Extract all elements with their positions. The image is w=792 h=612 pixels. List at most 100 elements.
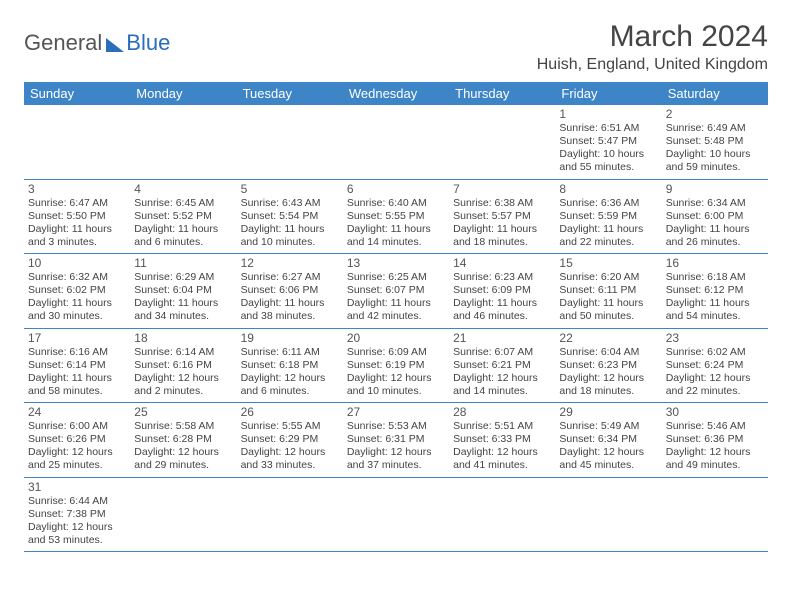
day-number: 16 bbox=[666, 256, 764, 270]
calendar-cell: 18Sunrise: 6:14 AMSunset: 6:16 PMDayligh… bbox=[130, 328, 236, 403]
weekday-header: Wednesday bbox=[343, 82, 449, 105]
daylight-line: Daylight: 10 hours and 59 minutes. bbox=[666, 148, 764, 174]
day-number: 26 bbox=[241, 405, 339, 419]
sunrise-line: Sunrise: 6:45 AM bbox=[134, 197, 232, 210]
day-number: 28 bbox=[453, 405, 551, 419]
sunrise-line: Sunrise: 6:51 AM bbox=[559, 122, 657, 135]
sunset-line: Sunset: 6:02 PM bbox=[28, 284, 126, 297]
sunset-line: Sunset: 6:16 PM bbox=[134, 359, 232, 372]
calendar-cell: 21Sunrise: 6:07 AMSunset: 6:21 PMDayligh… bbox=[449, 328, 555, 403]
day-number: 1 bbox=[559, 107, 657, 121]
day-number: 19 bbox=[241, 331, 339, 345]
sunset-line: Sunset: 5:54 PM bbox=[241, 210, 339, 223]
sunset-line: Sunset: 6:33 PM bbox=[453, 433, 551, 446]
daylight-line: Daylight: 11 hours and 26 minutes. bbox=[666, 223, 764, 249]
calendar-cell bbox=[449, 105, 555, 179]
sunset-line: Sunset: 6:24 PM bbox=[666, 359, 764, 372]
sunrise-line: Sunrise: 6:02 AM bbox=[666, 346, 764, 359]
sunrise-line: Sunrise: 6:40 AM bbox=[347, 197, 445, 210]
calendar-row: 3Sunrise: 6:47 AMSunset: 5:50 PMDaylight… bbox=[24, 179, 768, 254]
sunrise-line: Sunrise: 6:09 AM bbox=[347, 346, 445, 359]
sunrise-line: Sunrise: 6:07 AM bbox=[453, 346, 551, 359]
daylight-line: Daylight: 12 hours and 45 minutes. bbox=[559, 446, 657, 472]
sunrise-line: Sunrise: 6:23 AM bbox=[453, 271, 551, 284]
day-number: 31 bbox=[28, 480, 126, 494]
location: Huish, England, United Kingdom bbox=[537, 56, 768, 74]
weekday-header: Monday bbox=[130, 82, 236, 105]
sunset-line: Sunset: 6:06 PM bbox=[241, 284, 339, 297]
calendar-cell bbox=[449, 477, 555, 552]
sunset-line: Sunset: 6:23 PM bbox=[559, 359, 657, 372]
sunrise-line: Sunrise: 6:47 AM bbox=[28, 197, 126, 210]
sunset-line: Sunset: 6:36 PM bbox=[666, 433, 764, 446]
day-number: 14 bbox=[453, 256, 551, 270]
daylight-line: Daylight: 11 hours and 50 minutes. bbox=[559, 297, 657, 323]
daylight-line: Daylight: 12 hours and 14 minutes. bbox=[453, 372, 551, 398]
sunrise-line: Sunrise: 6:27 AM bbox=[241, 271, 339, 284]
calendar-cell: 10Sunrise: 6:32 AMSunset: 6:02 PMDayligh… bbox=[24, 254, 130, 329]
daylight-line: Daylight: 12 hours and 41 minutes. bbox=[453, 446, 551, 472]
calendar-row: 31Sunrise: 6:44 AMSunset: 7:38 PMDayligh… bbox=[24, 477, 768, 552]
daylight-line: Daylight: 11 hours and 46 minutes. bbox=[453, 297, 551, 323]
calendar-cell: 1Sunrise: 6:51 AMSunset: 5:47 PMDaylight… bbox=[555, 105, 661, 179]
calendar-cell: 28Sunrise: 5:51 AMSunset: 6:33 PMDayligh… bbox=[449, 403, 555, 478]
sunrise-line: Sunrise: 6:34 AM bbox=[666, 197, 764, 210]
sunset-line: Sunset: 5:47 PM bbox=[559, 135, 657, 148]
weekday-header-row: SundayMondayTuesdayWednesdayThursdayFrid… bbox=[24, 82, 768, 105]
day-number: 25 bbox=[134, 405, 232, 419]
calendar-cell bbox=[130, 477, 236, 552]
calendar-cell: 15Sunrise: 6:20 AMSunset: 6:11 PMDayligh… bbox=[555, 254, 661, 329]
sunrise-line: Sunrise: 5:46 AM bbox=[666, 420, 764, 433]
sunrise-line: Sunrise: 6:16 AM bbox=[28, 346, 126, 359]
calendar-cell: 19Sunrise: 6:11 AMSunset: 6:18 PMDayligh… bbox=[237, 328, 343, 403]
day-number: 6 bbox=[347, 182, 445, 196]
sunrise-line: Sunrise: 6:25 AM bbox=[347, 271, 445, 284]
daylight-line: Daylight: 12 hours and 29 minutes. bbox=[134, 446, 232, 472]
sunrise-line: Sunrise: 6:00 AM bbox=[28, 420, 126, 433]
daylight-line: Daylight: 11 hours and 14 minutes. bbox=[347, 223, 445, 249]
calendar-cell bbox=[24, 105, 130, 179]
calendar-cell: 20Sunrise: 6:09 AMSunset: 6:19 PMDayligh… bbox=[343, 328, 449, 403]
day-number: 13 bbox=[347, 256, 445, 270]
day-number: 27 bbox=[347, 405, 445, 419]
day-number: 5 bbox=[241, 182, 339, 196]
calendar-cell: 16Sunrise: 6:18 AMSunset: 6:12 PMDayligh… bbox=[662, 254, 768, 329]
sunset-line: Sunset: 6:11 PM bbox=[559, 284, 657, 297]
sunset-line: Sunset: 5:50 PM bbox=[28, 210, 126, 223]
day-number: 22 bbox=[559, 331, 657, 345]
daylight-line: Daylight: 12 hours and 18 minutes. bbox=[559, 372, 657, 398]
sunrise-line: Sunrise: 6:43 AM bbox=[241, 197, 339, 210]
calendar-cell: 3Sunrise: 6:47 AMSunset: 5:50 PMDaylight… bbox=[24, 179, 130, 254]
calendar-cell: 17Sunrise: 6:16 AMSunset: 6:14 PMDayligh… bbox=[24, 328, 130, 403]
day-number: 11 bbox=[134, 256, 232, 270]
sunset-line: Sunset: 5:57 PM bbox=[453, 210, 551, 223]
sunrise-line: Sunrise: 5:51 AM bbox=[453, 420, 551, 433]
calendar-cell: 8Sunrise: 6:36 AMSunset: 5:59 PMDaylight… bbox=[555, 179, 661, 254]
day-number: 24 bbox=[28, 405, 126, 419]
month-title: March 2024 bbox=[537, 20, 768, 54]
logo-triangle-icon bbox=[106, 38, 124, 52]
calendar-cell bbox=[130, 105, 236, 179]
sunrise-line: Sunrise: 6:20 AM bbox=[559, 271, 657, 284]
calendar-cell: 23Sunrise: 6:02 AMSunset: 6:24 PMDayligh… bbox=[662, 328, 768, 403]
sunrise-line: Sunrise: 5:49 AM bbox=[559, 420, 657, 433]
sunrise-line: Sunrise: 6:36 AM bbox=[559, 197, 657, 210]
sunset-line: Sunset: 6:26 PM bbox=[28, 433, 126, 446]
calendar-cell: 13Sunrise: 6:25 AMSunset: 6:07 PMDayligh… bbox=[343, 254, 449, 329]
sunset-line: Sunset: 6:28 PM bbox=[134, 433, 232, 446]
calendar-table: SundayMondayTuesdayWednesdayThursdayFrid… bbox=[24, 82, 768, 552]
sunrise-line: Sunrise: 6:04 AM bbox=[559, 346, 657, 359]
calendar-row: 17Sunrise: 6:16 AMSunset: 6:14 PMDayligh… bbox=[24, 328, 768, 403]
calendar-cell bbox=[237, 477, 343, 552]
sunset-line: Sunset: 5:59 PM bbox=[559, 210, 657, 223]
sunrise-line: Sunrise: 6:38 AM bbox=[453, 197, 551, 210]
calendar-cell bbox=[662, 477, 768, 552]
sunrise-line: Sunrise: 6:29 AM bbox=[134, 271, 232, 284]
day-number: 20 bbox=[347, 331, 445, 345]
daylight-line: Daylight: 12 hours and 22 minutes. bbox=[666, 372, 764, 398]
sunset-line: Sunset: 5:48 PM bbox=[666, 135, 764, 148]
logo: General Blue bbox=[24, 20, 170, 56]
daylight-line: Daylight: 12 hours and 2 minutes. bbox=[134, 372, 232, 398]
day-number: 9 bbox=[666, 182, 764, 196]
sunset-line: Sunset: 6:04 PM bbox=[134, 284, 232, 297]
